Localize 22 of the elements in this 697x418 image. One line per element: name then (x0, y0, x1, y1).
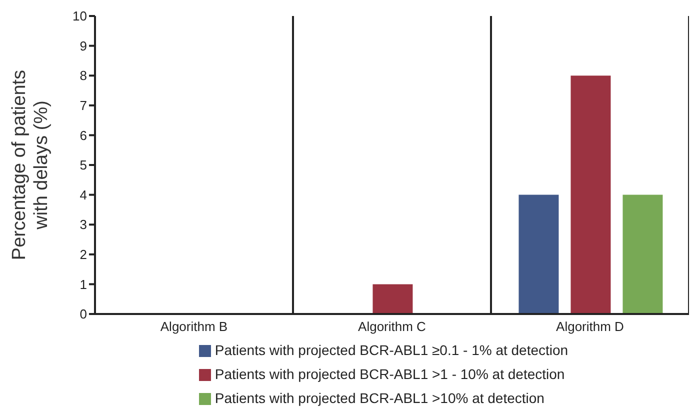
y-tick-label: 5 (80, 158, 87, 173)
y-tick-label: 6 (80, 128, 87, 143)
x-tick-label: Algorithm D (556, 319, 624, 334)
y-tick-label: 3 (80, 217, 87, 232)
y-tick-label: 0 (80, 306, 87, 322)
legend-label: Patients with projected BCR-ABL1 ≥0.1 - 1% at detection (214, 342, 568, 358)
y-tick-label: 8 (80, 68, 87, 84)
bar (372, 284, 413, 314)
legend-label: Patients with projected BCR-ABL1 >10% at detection (214, 390, 544, 406)
y-tick-label: 2 (80, 247, 87, 262)
x-tick-label: Algorithm B (160, 319, 228, 334)
bar (570, 76, 611, 314)
bar (518, 194, 559, 314)
legend-label: Patients with projected BCR-ABL1 >1 - 10% at detection (214, 366, 565, 382)
y-axis-title: Percentage of patients with delays (%) (9, 70, 52, 260)
y-tick-label: 4 (80, 187, 87, 202)
y-tick-label: 1 (80, 276, 87, 292)
y-tick-label: 9 (80, 38, 87, 54)
bar (622, 194, 663, 314)
x-tick-label: Algorithm C (358, 319, 426, 334)
y-tick-label: 10 (72, 8, 87, 24)
y-tick-label: 7 (80, 98, 87, 114)
